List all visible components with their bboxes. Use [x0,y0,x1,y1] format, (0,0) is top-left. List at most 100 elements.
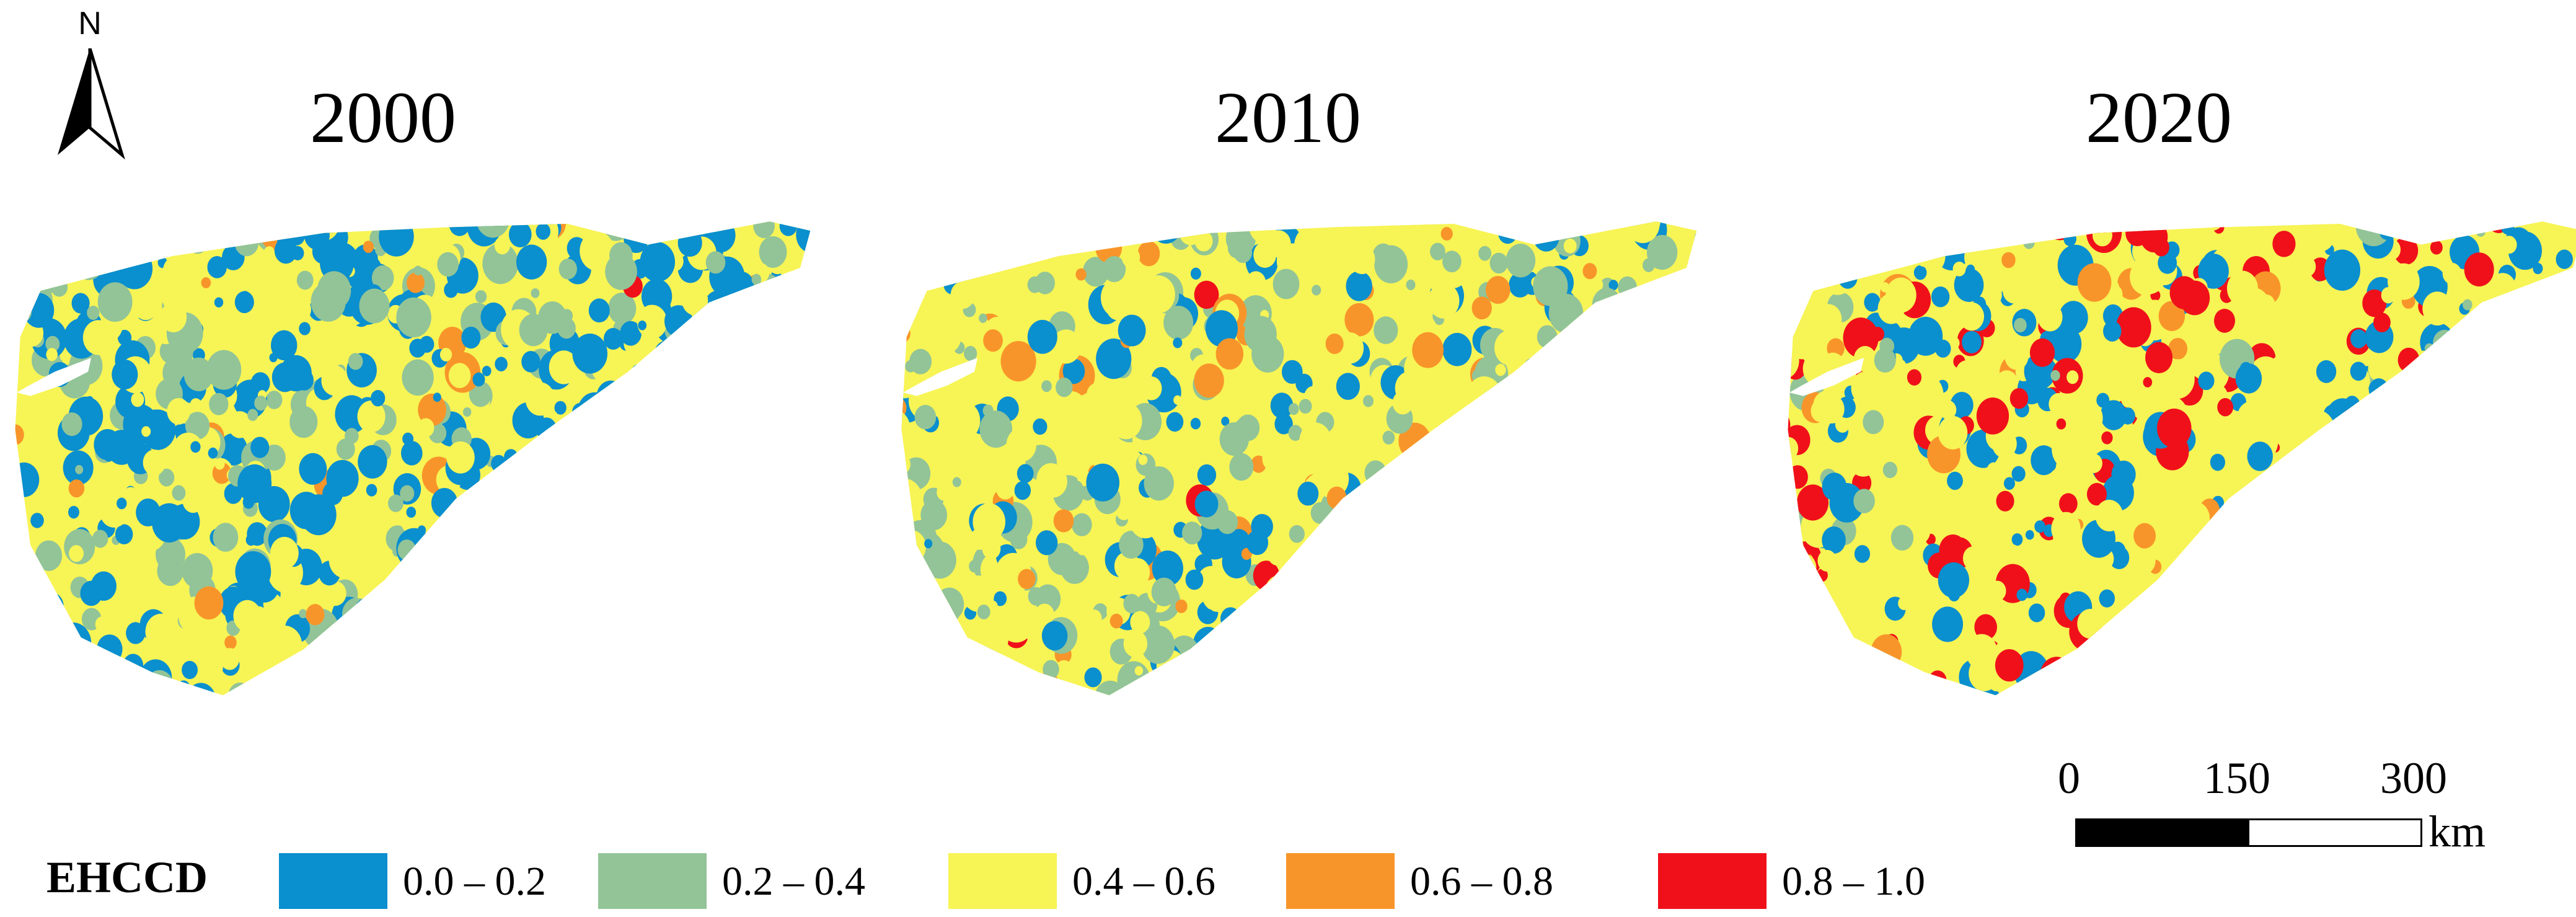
ehccd-cell [802,274,811,291]
ehccd-cell [1456,409,1478,434]
ehccd-cell [2378,557,2407,590]
ehccd-cell [1458,435,1468,446]
ehccd-cell [728,504,762,543]
ehccd-cell [798,597,811,627]
ehccd-cell [1322,519,1343,543]
ehccd-cell [15,226,26,261]
ehccd-cell [901,403,905,438]
ehccd-cell [2355,471,2369,487]
ehccd-cell [651,437,680,469]
ehccd-cell [1402,552,1413,565]
ehccd-cell [2446,509,2469,534]
ehccd-cell [1684,346,1697,374]
ehccd-cell [2120,581,2147,612]
ehccd-cell [1814,649,1845,685]
ehccd-cell [1247,660,1283,696]
ehccd-cell [1271,668,1305,696]
ehccd-cell [1352,605,1367,622]
ehccd-cell [1959,302,1985,331]
ehccd-cell [415,650,434,673]
ehccd-cell [201,277,211,288]
ehccd-cell [1006,427,1037,462]
ehccd-cell [2492,324,2526,363]
ehccd-cell [348,353,363,370]
ehccd-cell [2014,489,2030,507]
ehccd-cell [1271,679,1294,696]
ehccd-cell [2023,250,2033,261]
ehccd-cell [2247,441,2273,471]
ehccd-cell [1996,490,2014,512]
ehccd-cell [588,298,610,323]
ehccd-cell [68,479,85,498]
ehccd-cell [664,381,676,394]
ehccd-cell [1966,221,1996,244]
ehccd-cell [2091,221,2122,229]
ehccd-cell [1788,467,1790,500]
ehccd-cell [1023,690,1034,696]
ehccd-cell [2413,490,2435,515]
ehccd-cell [587,456,601,471]
ehccd-cell [145,670,174,696]
ehccd-cell [808,510,811,544]
ehccd-cell [2318,669,2333,686]
ehccd-cell [2243,541,2269,570]
ehccd-cell [2362,289,2387,317]
ehccd-cell [2435,413,2447,427]
ehccd-cell [901,668,920,693]
ehccd-cell [595,577,611,595]
ehccd-cell [2399,657,2433,696]
ehccd-cell [15,281,26,298]
ehccd-cell [38,592,64,621]
ehccd-cell [1534,570,1567,607]
ehccd-cell [1130,611,1150,634]
ehccd-cell [1818,700,1827,707]
ehccd-cell [1699,383,1717,407]
ehccd-cell [2058,653,2094,694]
ehccd-cell [1326,606,1358,642]
ehccd-cell [604,198,614,206]
ehccd-cell [1604,341,1630,371]
ehccd-cell [1517,438,1528,451]
ehccd-cell [97,198,123,215]
ehccd-cell [511,491,537,521]
ehccd-cell [1056,273,1073,293]
ehccd-cell [2336,657,2352,675]
ehccd-cell [1054,660,1074,681]
ehccd-cell [97,282,133,322]
ehccd-cell [1789,652,1806,671]
ehccd-cell [1036,530,1058,556]
ehccd-cell [160,302,187,332]
ehccd-cell [995,221,1008,224]
ehccd-cell [1333,585,1353,608]
ehccd-cell [522,600,534,613]
ehccd-cell [0,512,15,539]
ehccd-cell [1457,494,1478,517]
ehccd-cell [277,684,295,696]
ehccd-cell [554,401,567,415]
ehccd-cell [731,368,758,399]
ehccd-cell [2031,445,2057,476]
ehccd-cell [1588,478,1611,503]
ehccd-cell [1416,531,1429,546]
ehccd-cell [2072,221,2097,235]
ehccd-cell [699,221,733,223]
ehccd-cell [317,426,337,448]
ehccd-cell [1548,582,1575,613]
ehccd-cell [647,691,658,696]
ehccd-cell [531,482,545,498]
ehccd-cell [296,270,314,290]
ehccd-cell [1006,665,1035,696]
ehccd-cell [998,602,1034,643]
ehccd-cell [25,660,49,687]
ehccd-cell [1279,461,1303,488]
ehccd-cell [1100,221,1133,248]
ehccd-cell [2133,523,2156,549]
ehccd-cell [1457,494,1482,523]
ehccd-cell [1509,638,1535,667]
ehccd-cell [1254,627,1286,664]
ehccd-cell [901,365,904,389]
ehccd-cell [1492,518,1528,560]
ehccd-cell [1447,586,1482,625]
ehccd-cell [1173,691,1199,696]
ehccd-cell [2120,407,2135,425]
